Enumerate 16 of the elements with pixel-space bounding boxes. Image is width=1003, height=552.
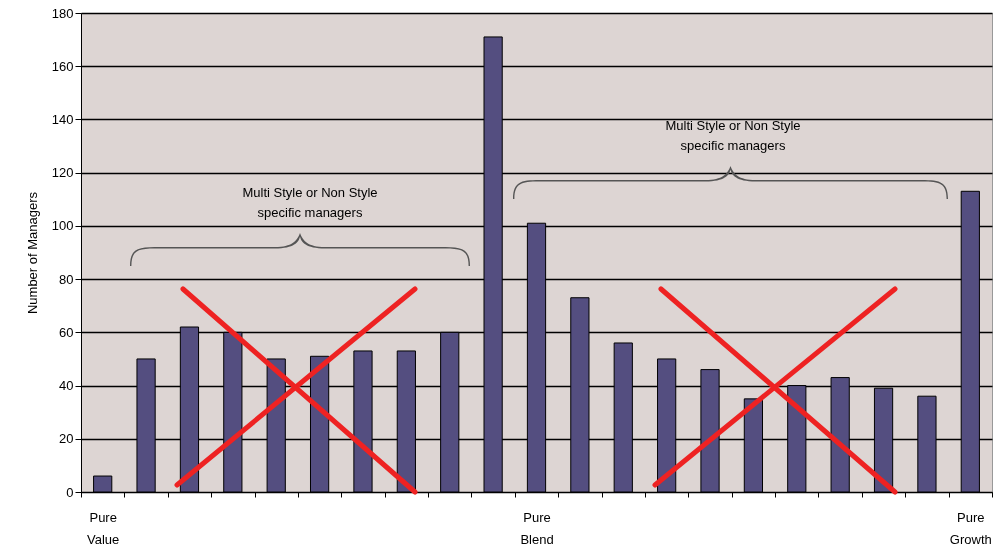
y-tick-label: 80 bbox=[59, 271, 74, 287]
x-tick-label: Pure Growth bbox=[949, 509, 992, 547]
y-tick-label: 20 bbox=[59, 431, 74, 447]
y-tick-label: 180 bbox=[51, 5, 74, 21]
y-tick-label: 0 bbox=[66, 484, 74, 500]
y-tick-label: 140 bbox=[51, 111, 74, 127]
y-tick-label: 40 bbox=[59, 378, 74, 394]
y-tick-label: 120 bbox=[51, 165, 74, 181]
x-tick-label: Pure Value bbox=[87, 509, 120, 547]
x-tick-label: Pure Blend bbox=[520, 509, 554, 547]
y-tick-label: 60 bbox=[59, 324, 74, 340]
annotation: Multi Style or Non Style specific managers bbox=[664, 117, 802, 155]
annotation: Multi Style or Non Style specific managers bbox=[241, 184, 379, 222]
y-axis-title: Number of Managers bbox=[24, 191, 40, 315]
y-tick-label: 100 bbox=[51, 218, 74, 234]
y-tick-label: 160 bbox=[51, 58, 74, 74]
